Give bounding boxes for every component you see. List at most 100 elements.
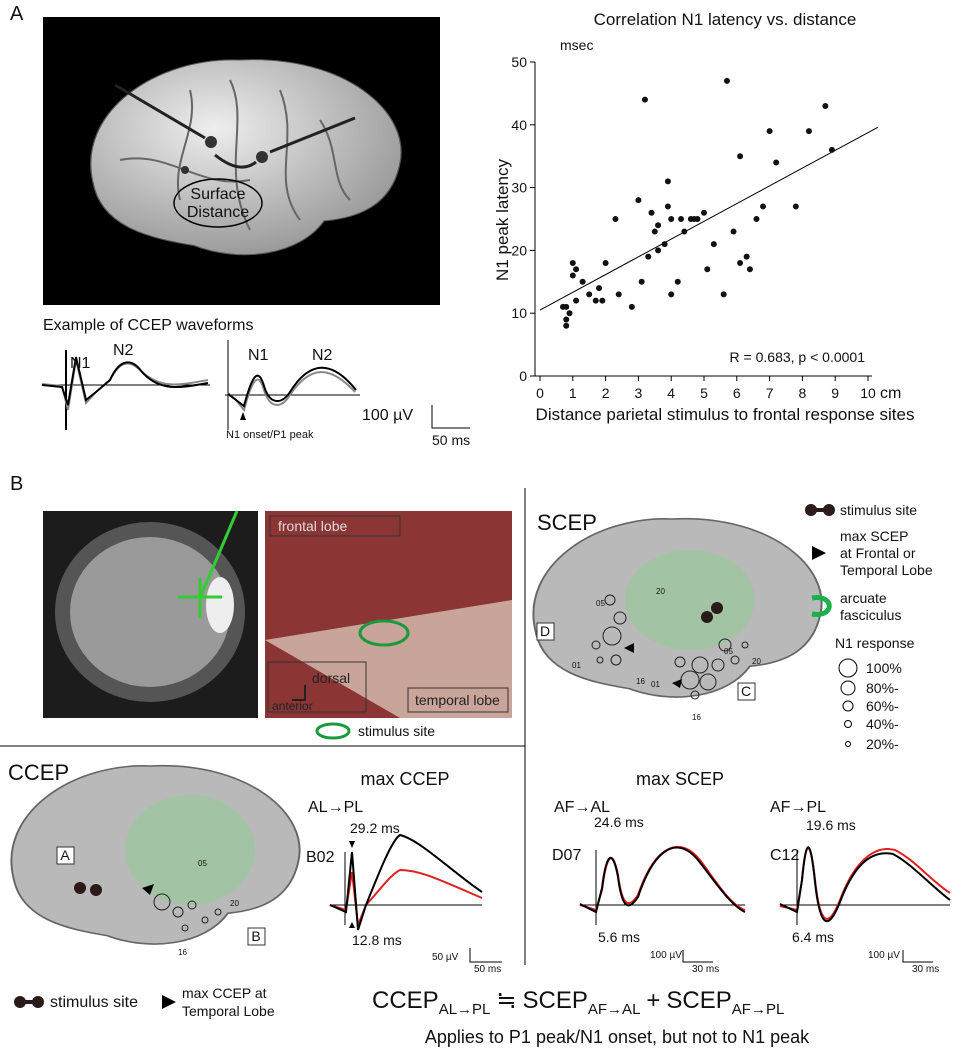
point (681, 228, 688, 235)
point (766, 128, 773, 135)
scale-bar (469, 948, 502, 963)
scale-label: 30 ms (912, 964, 939, 975)
point (563, 316, 570, 323)
label-box (407, 687, 509, 713)
site-label: C12 (770, 847, 799, 864)
annotation: Surface (190, 186, 245, 203)
mri-brain (70, 537, 230, 687)
note: Applies to P1 peak/N1 onset, but not to … (425, 1027, 810, 1047)
route-label: AL→PL (308, 799, 363, 816)
latency-label: 24.6 ms (594, 814, 644, 830)
stimulus-icon (74, 882, 102, 896)
site-label: 05 (198, 859, 207, 868)
point (566, 310, 573, 317)
y-tick-label: 30 (511, 180, 527, 196)
point (599, 297, 606, 304)
scale-label: 100 µV (868, 950, 900, 961)
legend-label: fasciculus (840, 607, 901, 623)
x-tick-label: 9 (831, 385, 839, 401)
point (645, 253, 652, 260)
point (678, 216, 685, 222)
site-label: 20 (752, 657, 761, 666)
point (704, 266, 711, 273)
site-label: 01 (572, 661, 581, 670)
point (822, 102, 829, 109)
stimulus-site (358, 619, 410, 647)
point (615, 291, 622, 298)
y-tick-label: 50 (511, 54, 527, 70)
point (720, 291, 727, 298)
site-label: 20 (656, 587, 665, 596)
point (723, 77, 730, 84)
site-label: 16 (178, 948, 187, 957)
stimulus-icon (701, 602, 723, 623)
x-tick-label: 6 (733, 385, 741, 401)
point (592, 297, 599, 304)
label-box (269, 515, 401, 537)
route-label: AF→AL (554, 799, 610, 816)
point (602, 259, 609, 266)
site-label: 01 (651, 680, 660, 689)
y-tick-label: 40 (511, 117, 527, 133)
scale-label: 50 ms (474, 964, 501, 975)
y-unit: msec (560, 37, 593, 53)
legend-icon (162, 995, 176, 1009)
point (668, 291, 675, 298)
scale-label: 30 ms (692, 964, 719, 975)
x-tick-label: 2 (602, 385, 610, 401)
scale-label: 100 µV (650, 950, 682, 961)
panel-label: B (10, 473, 23, 495)
x-tick-label: 3 (635, 385, 643, 401)
scale-label: 100 µV (362, 407, 413, 424)
scatter-chart: Correlation N1 latency vs. distance msec… (493, 10, 914, 424)
latency-label: 6.4 ms (792, 929, 834, 945)
latency-label: 5.6 ms (598, 929, 640, 945)
point (674, 278, 681, 285)
y-tick-label: 0 (519, 368, 527, 384)
photo-label: frontal lobe (278, 518, 347, 534)
peak-label: N1 (248, 347, 269, 364)
label-box (737, 682, 756, 701)
panel-title: SCEP (537, 510, 597, 535)
site-label: A (60, 847, 70, 863)
point (694, 216, 701, 222)
point (596, 285, 603, 292)
legend-icon (14, 996, 44, 1008)
label-box (247, 927, 266, 946)
peak-label: N1 (70, 355, 91, 372)
eq-sub: AF→AL (588, 1001, 641, 1018)
scale-label: 50 ms (432, 432, 470, 448)
legend-label: 40%- (866, 716, 899, 732)
x-tick-label: 5 (700, 385, 708, 401)
point (612, 216, 619, 222)
point (651, 228, 658, 235)
point (753, 216, 760, 222)
response-circles (153, 893, 222, 932)
eq-term: SCEP (523, 987, 588, 1014)
photo-label: dorsal (312, 670, 350, 686)
fit-line (539, 126, 879, 311)
x-tick-label: 10 (860, 385, 876, 401)
point (573, 297, 580, 304)
point (664, 203, 671, 210)
legend-label: stimulus site (50, 994, 138, 1011)
legend-label: Temporal Lobe (840, 562, 933, 578)
arrows (114, 83, 356, 169)
annotation: Distance (187, 204, 249, 221)
legend-label: max SCEP (840, 528, 908, 544)
point (664, 178, 671, 185)
mri-trajectory (178, 510, 239, 618)
eq-term: CCEP (372, 987, 439, 1014)
y-tick-label: 10 (511, 305, 527, 321)
point (661, 241, 668, 248)
legend-label: at Frontal or (840, 545, 916, 561)
max-markers (624, 643, 682, 688)
point (737, 259, 744, 266)
scale-label: 50 µV (432, 952, 459, 963)
point (569, 272, 576, 279)
eq-sub: AF→PL (732, 1001, 785, 1018)
orientation-arrows (292, 685, 306, 701)
site-label: 05 (596, 599, 605, 608)
legend-icon (812, 546, 826, 560)
